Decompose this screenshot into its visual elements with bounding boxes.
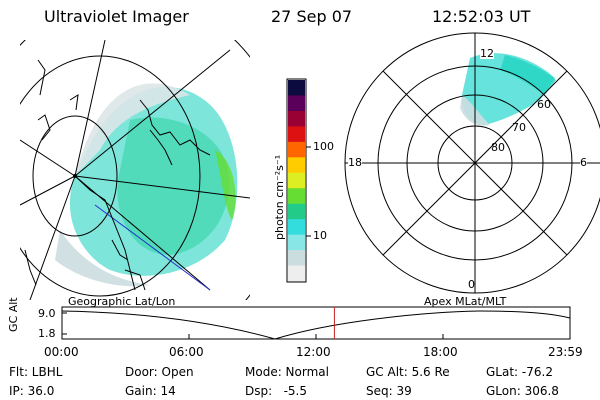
- seq-info: Seq: 39: [366, 384, 412, 398]
- mlt-label-18: 18: [348, 156, 362, 169]
- time-label: 12:52:03 UT: [432, 7, 531, 26]
- altitude-y-tick-9: 9.0: [38, 307, 56, 320]
- colorbar-swatch: [288, 265, 305, 282]
- time-tick-1800: 18:00: [423, 345, 458, 359]
- gc-alt-info: GC Alt: 5.6 Re: [366, 365, 450, 379]
- coastlines: [24, 59, 211, 291]
- mlt-label-12: 12: [480, 47, 494, 60]
- colorbar-swatch: [288, 126, 305, 143]
- mlat-label-80: 80: [491, 141, 505, 154]
- mlt-label-0: 0: [468, 278, 475, 291]
- time-tick-1200: 12:00: [296, 345, 331, 359]
- colorbar-swatch: [288, 80, 305, 96]
- altitude-x-ticks: [188, 334, 444, 339]
- right-map-caption: Apex MLat/MLT: [424, 295, 507, 308]
- colorbar-swatch: [288, 95, 305, 112]
- pole-marker: [73, 174, 77, 178]
- door-info: Door: Open: [125, 365, 194, 379]
- left-map-caption: Geographic Lat/Lon: [68, 295, 176, 308]
- altitude-curve: [61, 310, 571, 340]
- latitude-circles: [20, 40, 250, 300]
- meridians: [20, 40, 250, 300]
- colorbar-swatch: [288, 234, 305, 251]
- colorbar-label-10: 10: [313, 229, 327, 242]
- mlat-label-60: 60: [537, 98, 551, 111]
- colorbar-swatch: [288, 110, 305, 127]
- colorbar-swatch: [288, 203, 305, 220]
- colorbar-swatches: [288, 80, 305, 282]
- time-tick-2359: 23:59: [548, 345, 583, 359]
- altitude-y-tick-1-8: 1.8: [38, 327, 56, 340]
- colorbar-swatch: [288, 250, 305, 267]
- colorbar-swatch: [288, 172, 305, 189]
- filter-info: Flt: LBHL: [9, 365, 63, 379]
- glon-info: GLon: 306.8: [486, 384, 559, 398]
- dsp-info: Dsp: -5.5: [245, 384, 308, 398]
- colorbar-label-100: 100: [313, 140, 334, 153]
- gain-info: Gain: 14: [125, 384, 176, 398]
- altitude-y-ticks: [62, 312, 67, 335]
- instrument-title: Ultraviolet Imager: [44, 7, 189, 26]
- polar-grid: [344, 32, 600, 294]
- mlt-label-6: 6: [580, 156, 587, 169]
- date-label: 27 Sep 07: [271, 7, 353, 26]
- emission-region: [55, 83, 238, 287]
- terminator-line: [94, 204, 211, 291]
- colorbar-swatch: [288, 188, 305, 205]
- colorbar-swatch: [288, 157, 305, 174]
- ip-info: IP: 36.0: [9, 384, 55, 398]
- time-tick-0600: 06:00: [169, 345, 204, 359]
- mode-info: Mode: Normal: [245, 365, 329, 379]
- mlat-label-70: 70: [512, 121, 526, 134]
- glat-info: GLat: -76.2: [486, 365, 553, 379]
- colorbar-frame: [286, 78, 307, 283]
- colorbar-swatch: [288, 141, 305, 158]
- time-tick-0000: 00:00: [44, 345, 79, 359]
- altitude-axis-label: GC Alt: [7, 297, 20, 332]
- colorbar-swatch: [288, 219, 305, 236]
